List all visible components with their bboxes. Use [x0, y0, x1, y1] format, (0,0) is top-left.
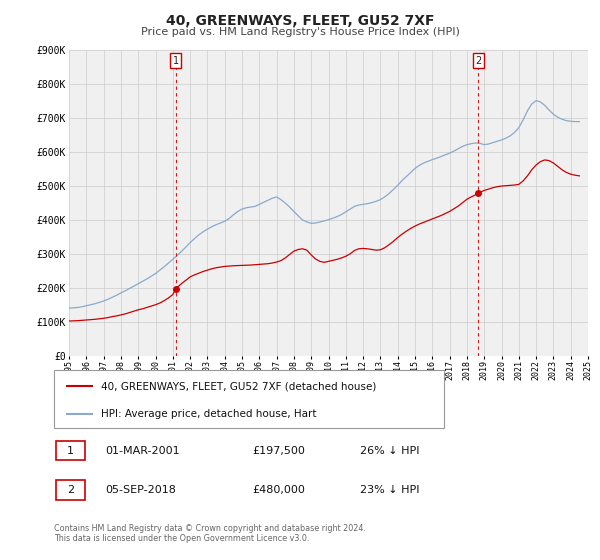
Text: Contains HM Land Registry data © Crown copyright and database right 2024.
This d: Contains HM Land Registry data © Crown c… — [54, 524, 366, 543]
Text: £197,500: £197,500 — [252, 446, 305, 456]
Text: 1: 1 — [67, 446, 74, 456]
Text: HPI: Average price, detached house, Hart: HPI: Average price, detached house, Hart — [101, 409, 316, 419]
Text: Price paid vs. HM Land Registry's House Price Index (HPI): Price paid vs. HM Land Registry's House … — [140, 27, 460, 37]
Text: 05-SEP-2018: 05-SEP-2018 — [105, 485, 176, 495]
FancyBboxPatch shape — [54, 370, 444, 428]
Text: 1: 1 — [173, 55, 179, 66]
Text: 23% ↓ HPI: 23% ↓ HPI — [360, 485, 419, 495]
FancyBboxPatch shape — [56, 480, 85, 500]
Text: 2: 2 — [67, 485, 74, 495]
Text: £480,000: £480,000 — [252, 485, 305, 495]
Text: 01-MAR-2001: 01-MAR-2001 — [105, 446, 179, 456]
Text: 40, GREENWAYS, FLEET, GU52 7XF (detached house): 40, GREENWAYS, FLEET, GU52 7XF (detached… — [101, 381, 376, 391]
FancyBboxPatch shape — [56, 441, 85, 460]
Text: 2: 2 — [475, 55, 482, 66]
Text: 26% ↓ HPI: 26% ↓ HPI — [360, 446, 419, 456]
Text: 40, GREENWAYS, FLEET, GU52 7XF: 40, GREENWAYS, FLEET, GU52 7XF — [166, 14, 434, 28]
